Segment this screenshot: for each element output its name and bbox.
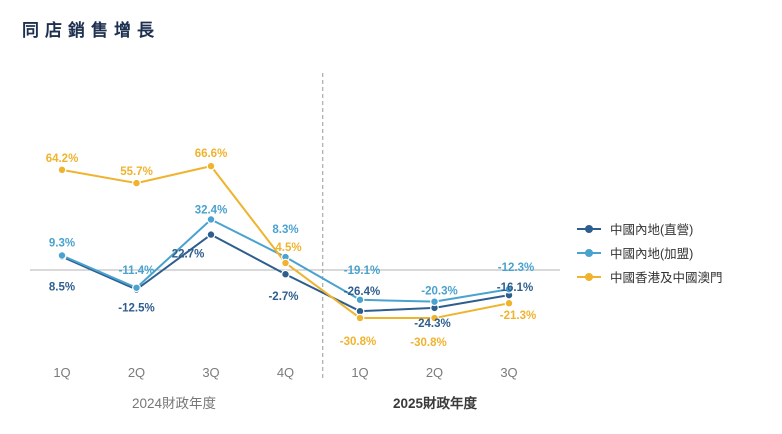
- sales-chart: 1Q 2Q 3Q 4Q 1Q 2Q 3Q 8.5% -12.5% 22.7% -2.7% -26.4%…: [30, 73, 560, 381]
- data-point: [504, 298, 514, 308]
- x-tick-label: 2Q: [128, 365, 145, 380]
- legend-dot-icon: [585, 224, 593, 233]
- data-point: [281, 269, 290, 279]
- value-label: 32.4%: [195, 204, 228, 216]
- value-label: -20.3%: [421, 286, 457, 298]
- data-point: [504, 284, 514, 294]
- value-label: -24.3%: [414, 318, 450, 330]
- value-label: 22.7%: [172, 249, 205, 261]
- value-label: 8.5%: [49, 282, 75, 294]
- value-label: -21.3%: [500, 310, 536, 322]
- data-point: [355, 295, 365, 305]
- data-point: [430, 313, 439, 323]
- fiscal-year-2024-label: 2024財政年度: [131, 396, 217, 411]
- x-tick-label: 1Q: [53, 365, 70, 380]
- x-tick-label: 2Q: [426, 365, 443, 380]
- legend-dot-icon: [585, 272, 593, 281]
- legend-label: 中國內地(直營): [610, 223, 694, 237]
- legend-item: 中國內地(直營): [577, 221, 723, 237]
- value-label: -2.7%: [268, 291, 298, 303]
- value-label: 66.6%: [195, 148, 228, 160]
- data-point: [430, 297, 439, 307]
- legend-dot-icon: [585, 248, 593, 257]
- data-point: [206, 215, 216, 224]
- value-label: -30.8%: [410, 337, 446, 349]
- data-point: [206, 161, 216, 171]
- value-label: 9.3%: [49, 237, 75, 249]
- data-point: [355, 313, 365, 323]
- value-label: 55.7%: [120, 166, 153, 178]
- legend-line-icon: [577, 272, 601, 281]
- value-label: 64.2%: [46, 153, 79, 165]
- legend: 中國內地(直營) 中國內地(加盟) 中國香港及中國澳門: [577, 221, 723, 285]
- value-label: -11.4%: [119, 265, 155, 277]
- legend-line-icon: [577, 224, 601, 233]
- legend-label: 中國香港及中國澳門: [610, 271, 723, 285]
- value-label: 4.5%: [275, 242, 301, 254]
- data-point: [57, 165, 67, 175]
- data-point: [206, 230, 216, 239]
- value-label: -12.5%: [118, 303, 154, 315]
- data-point: [132, 178, 141, 188]
- value-label: -30.8%: [340, 336, 376, 348]
- x-tick-label: 1Q: [351, 365, 368, 380]
- x-tick-label: 4Q: [277, 365, 294, 380]
- x-tick-label: 3Q: [202, 365, 219, 380]
- legend-label: 中國內地(加盟): [610, 247, 694, 261]
- fiscal-year-2025-label: 2025財政年度: [392, 396, 478, 411]
- data-point: [132, 283, 141, 293]
- legend-item: 中國內地(加盟): [577, 245, 723, 261]
- value-label: -12.3%: [498, 262, 534, 274]
- legend-line-icon: [577, 248, 601, 257]
- page-title: 同店銷售增長: [22, 21, 160, 40]
- data-point: [281, 258, 290, 268]
- data-point: [57, 251, 67, 260]
- legend-item: 中國香港及中國澳門: [577, 269, 723, 285]
- value-label: -16.1%: [497, 282, 533, 294]
- value-label: 8.3%: [272, 224, 298, 236]
- value-label: -19.1%: [344, 265, 380, 277]
- value-label: -26.4%: [344, 286, 380, 298]
- x-tick-label: 3Q: [500, 365, 517, 380]
